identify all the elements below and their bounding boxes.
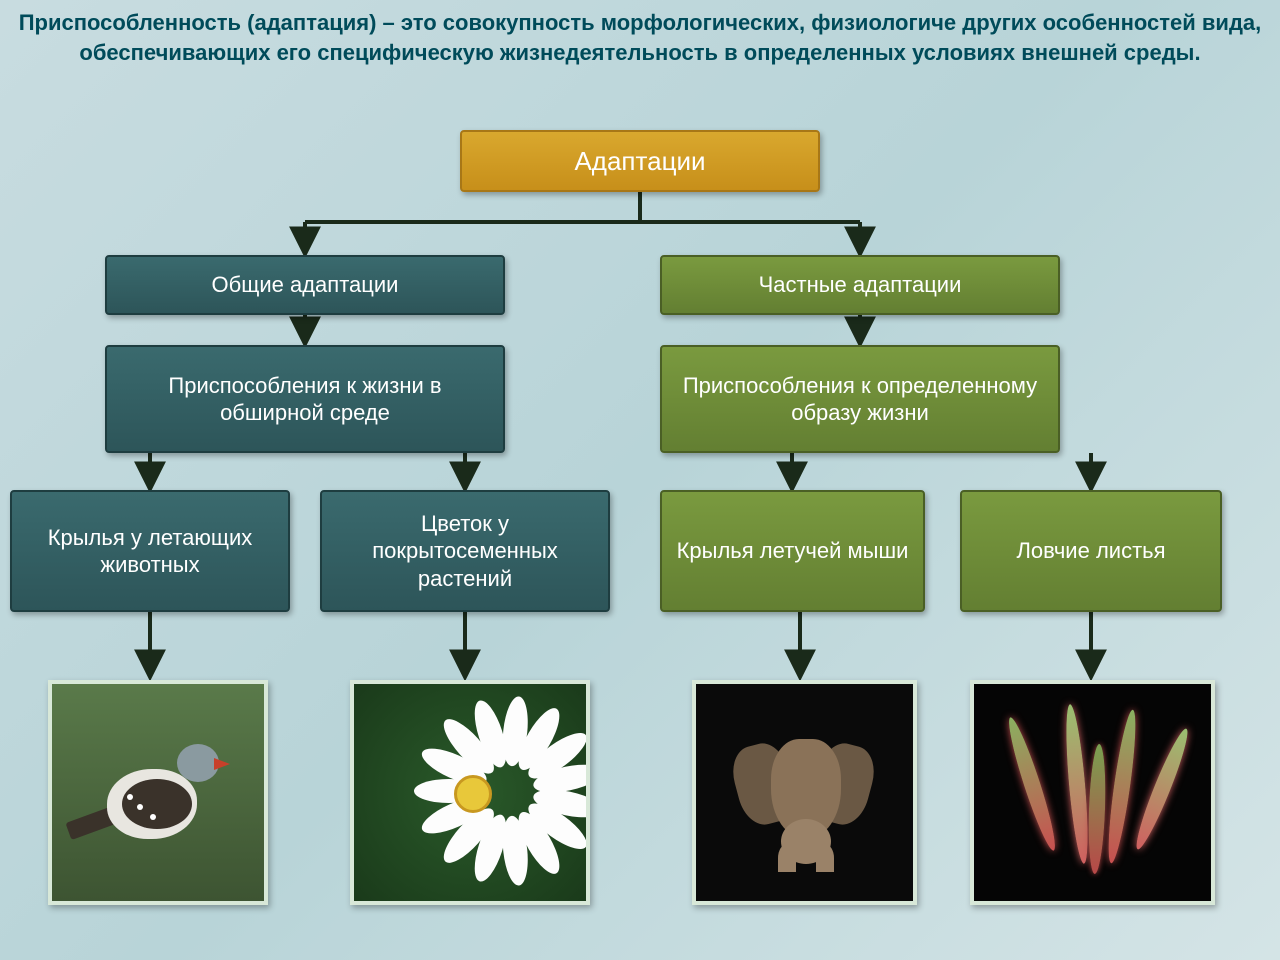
- left-l3b-node: Цветок у покрытосеменных растений: [320, 490, 610, 612]
- left-l1-node: Общие адаптации: [105, 255, 505, 315]
- left-l3a-node: Крылья у летающих животных: [10, 490, 290, 612]
- root-node: Адаптации: [460, 130, 820, 192]
- right-l2-node: Приспособления к определенному образу жи…: [660, 345, 1060, 453]
- right-l1-node: Частные адаптации: [660, 255, 1060, 315]
- image-flower: [350, 680, 590, 905]
- right-l3a-node: Крылья летучей мыши: [660, 490, 925, 612]
- image-bird: [48, 680, 268, 905]
- right-l3b-node: Ловчие листья: [960, 490, 1222, 612]
- image-bat: [692, 680, 917, 905]
- image-sundew: [970, 680, 1215, 905]
- page-title: Приспособленность (адаптация) – это сово…: [0, 0, 1280, 77]
- left-l2-node: Приспособления к жизни в обширной среде: [105, 345, 505, 453]
